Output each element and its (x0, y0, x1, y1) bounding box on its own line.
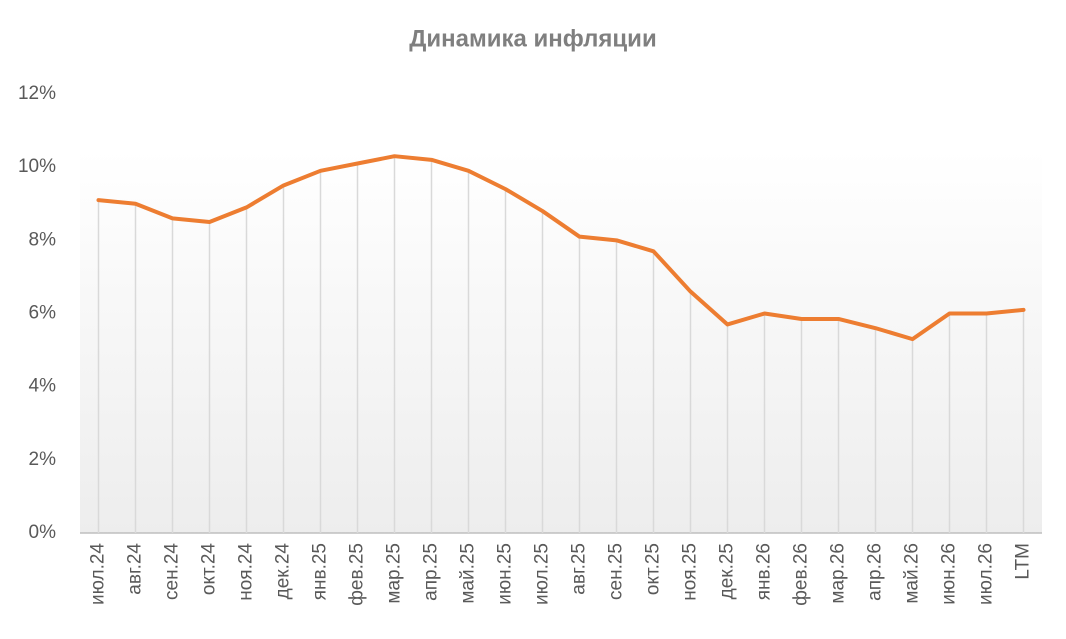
x-tick-label: окт.24 (199, 543, 220, 596)
x-tick-label: мар.25 (384, 543, 405, 604)
x-tick-label: июл.25 (532, 543, 553, 605)
x-tick-label: дек.25 (717, 543, 738, 599)
x-tick-label: май.26 (902, 543, 923, 604)
x-tick-label: дек.24 (273, 543, 294, 600)
x-tick-label: апр.25 (421, 543, 442, 601)
y-tick-label: 10% (18, 156, 56, 177)
chart-title: Динамика инфляции (409, 25, 656, 52)
y-tick-label: 0% (29, 522, 57, 543)
x-tick-label: июн.26 (939, 543, 960, 605)
x-tick-label: янв.26 (754, 543, 775, 600)
x-tick-label: фев.26 (791, 543, 812, 606)
plot-background (80, 150, 1042, 533)
x-tick-label: ноя.24 (236, 543, 257, 601)
x-tick-label: июл.26 (976, 543, 997, 605)
x-tick-label: мар.26 (828, 543, 849, 604)
x-tick-label: июн.25 (495, 543, 516, 605)
x-tick-label: LTM (1013, 543, 1034, 580)
y-tick-label: 6% (29, 303, 57, 324)
x-tick-label: май.25 (458, 543, 479, 604)
x-tick-label: ноя.25 (680, 543, 701, 601)
x-tick-label: янв.25 (310, 543, 331, 600)
x-tick-label: авг.25 (569, 543, 590, 595)
x-tick-label: авг.24 (125, 543, 146, 595)
y-tick-label: 8% (29, 229, 57, 250)
x-tick-label: фев.25 (347, 543, 368, 606)
line (96, 154, 1026, 342)
x-tick-label: сен.25 (606, 543, 627, 600)
x-tick-label: апр.26 (865, 543, 886, 601)
x-tick-label: сен.24 (162, 543, 183, 600)
y-tick-label: 12% (18, 83, 56, 104)
y-tick-label: 2% (29, 449, 57, 470)
x-tick-label: июл.24 (88, 543, 109, 605)
x-tick-label: окт.25 (643, 543, 664, 595)
y-tick-label: 4% (29, 376, 57, 397)
